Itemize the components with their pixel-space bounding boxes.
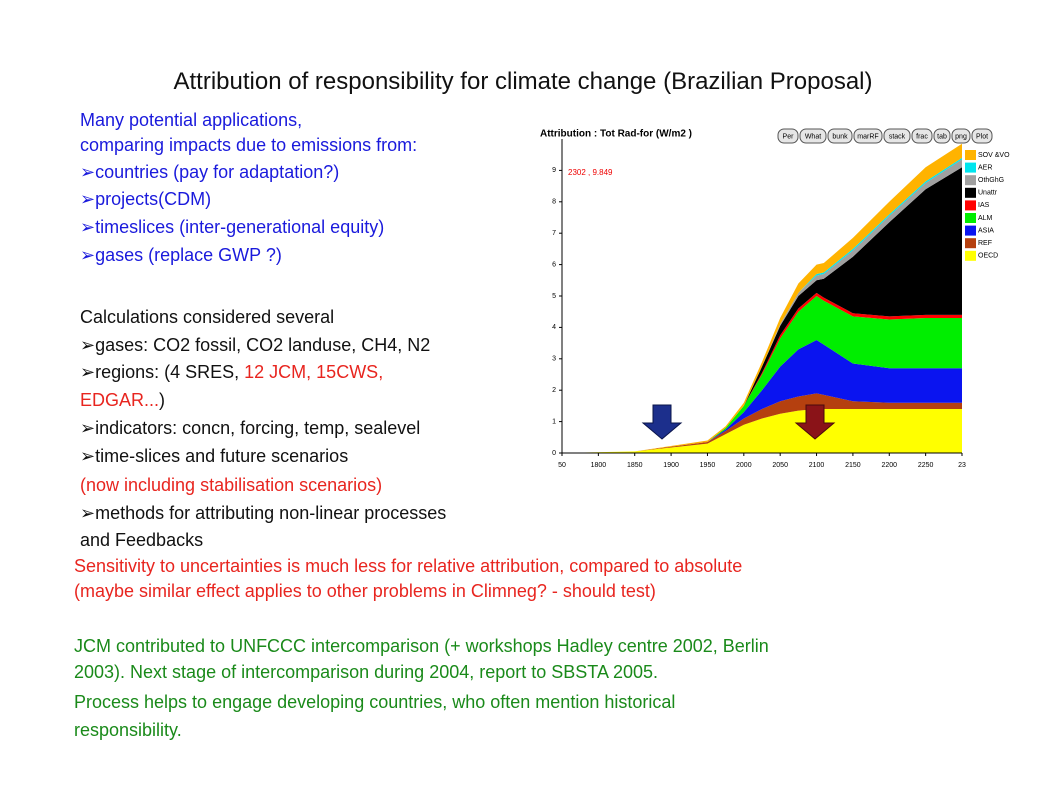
text-line: comparing impacts due to emissions from:	[80, 135, 418, 155]
toolbar-button[interactable]	[933, 128, 951, 144]
area	[562, 339, 962, 453]
text-line: ➢projects(CDM)	[80, 189, 212, 209]
button-label[interactable]: frac	[916, 133, 928, 140]
annotation: 2302 , 9.849	[568, 168, 613, 177]
button-label[interactable]: bunk	[832, 133, 848, 140]
text-line: ➢indicators: concn, forcing, temp, seale…	[80, 418, 421, 438]
toolbar-button[interactable]	[777, 128, 799, 144]
y-tick-label: 0	[552, 450, 556, 457]
x-tick-label: 2100	[809, 462, 825, 469]
text-line: EDGAR...)	[80, 389, 165, 411]
button-label[interactable]: Plot	[976, 133, 988, 140]
x-tick-label: 23	[958, 462, 966, 469]
legend-swatch	[965, 200, 976, 211]
x-tick-label: 2150	[845, 462, 861, 469]
chart: Attribution : Tot Rad-for (W/m2 ) 2302 , …	[540, 122, 1015, 472]
toolbar-button[interactable]	[971, 128, 993, 144]
text-span: EDGAR...	[80, 390, 160, 410]
slide-title: Attribution of responsibility for climat…	[173, 68, 873, 95]
area	[562, 409, 962, 453]
text-span: )	[159, 390, 166, 410]
area	[562, 159, 962, 453]
x-tick-label: 2200	[881, 462, 897, 469]
y-tick-label: 4	[552, 324, 556, 331]
legend-label: AER	[978, 164, 992, 171]
legend-label: ASIA	[978, 227, 994, 234]
text-line: Many potential applications,	[80, 110, 303, 130]
y-tick-label: 9	[552, 167, 556, 174]
legend-label: SOV &VO	[978, 152, 1010, 159]
text-line: ➢methods for attributing non-linear proc…	[80, 503, 447, 523]
toolbar-button[interactable]	[951, 128, 971, 144]
y-tick-label: 2	[552, 387, 556, 394]
legend-label: IAS	[978, 202, 990, 209]
legend-label: OECD	[978, 253, 998, 260]
legend-swatch	[965, 213, 976, 223]
toolbar-button[interactable]	[853, 128, 883, 144]
toolbar-button[interactable]	[827, 128, 853, 144]
legend-swatch	[965, 175, 976, 186]
legend-swatch	[965, 238, 976, 249]
toolbar-button[interactable]	[883, 128, 911, 144]
button-label[interactable]: tab	[937, 133, 947, 140]
text-span: ➢regions: (4 SRES,	[80, 362, 245, 382]
area	[562, 167, 962, 453]
y-tick-label: 5	[552, 293, 556, 300]
legend-swatch	[965, 225, 976, 236]
area	[562, 393, 962, 453]
toolbar-button[interactable]	[911, 128, 933, 144]
toolbar-button[interactable]	[799, 128, 827, 144]
legend-swatch	[965, 162, 976, 173]
y-tick-label: 3	[552, 356, 556, 363]
arrow-icon	[794, 404, 836, 440]
legend-label: REF	[978, 240, 992, 247]
y-tick-label: 1	[552, 418, 556, 425]
button-label[interactable]: stack	[889, 133, 906, 140]
text-line: ➢regions: (4 SRES, 12 JCM, 15CWS,	[80, 361, 383, 383]
y-tick-label: 7	[552, 230, 556, 237]
legend-label: ALM	[978, 215, 993, 222]
legend-swatch	[965, 187, 976, 198]
legend-label: Unattr	[978, 190, 998, 197]
y-tick-label: 6	[552, 261, 556, 268]
x-tick-label: 2250	[918, 462, 934, 469]
text-line: responsibility.	[74, 720, 182, 740]
text-line: Calculations considered several	[80, 307, 335, 327]
text-line: (maybe similar effect applies to other p…	[74, 581, 656, 601]
button-label[interactable]: marRF	[857, 133, 878, 140]
text-line: ➢gases: CO2 fossil, CO2 landuse, CH4, N2	[80, 335, 431, 355]
legend-swatch	[965, 150, 976, 160]
text-line: ➢countries (pay for adaptation?)	[80, 162, 340, 182]
x-tick-label: 50	[558, 462, 566, 469]
x-tick-label: 1850	[627, 462, 643, 469]
button-label[interactable]: Per	[783, 133, 795, 140]
button-label[interactable]: png	[955, 133, 967, 140]
text-line: Process helps to engage developing count…	[74, 692, 676, 712]
x-tick-label: 1950	[700, 462, 716, 469]
text-line: 2003). Next stage of intercomparison dur…	[74, 662, 659, 682]
text-line: Sensitivity to uncertainties is much les…	[74, 556, 743, 576]
arrow-icon	[641, 404, 683, 440]
text-span: 12 JCM, 15CWS,	[244, 362, 384, 382]
x-tick-label: 2000	[736, 462, 752, 469]
text-line: (now including stabilisation scenarios)	[80, 475, 383, 495]
y-tick-label: 8	[552, 199, 556, 206]
x-tick-label: 1800	[591, 462, 607, 469]
chart-title: Attribution : Tot Rad-for (W/m2 )	[540, 129, 692, 140]
legend-swatch	[965, 250, 976, 261]
x-tick-label: 2050	[772, 462, 788, 469]
text-line: ➢gases (replace GWP ?)	[80, 245, 282, 265]
area	[562, 143, 962, 453]
text-line: JCM contributed to UNFCCC intercompariso…	[74, 636, 769, 656]
legend-label: OthGhG	[978, 177, 1004, 184]
text-line: ➢timeslices (inter-generational equity)	[80, 217, 385, 237]
button-label[interactable]: What	[805, 133, 821, 140]
text-line: and Feedbacks	[80, 530, 204, 550]
text-line: ➢time-slices and future scenarios	[80, 446, 349, 466]
x-tick-label: 1900	[663, 462, 679, 469]
